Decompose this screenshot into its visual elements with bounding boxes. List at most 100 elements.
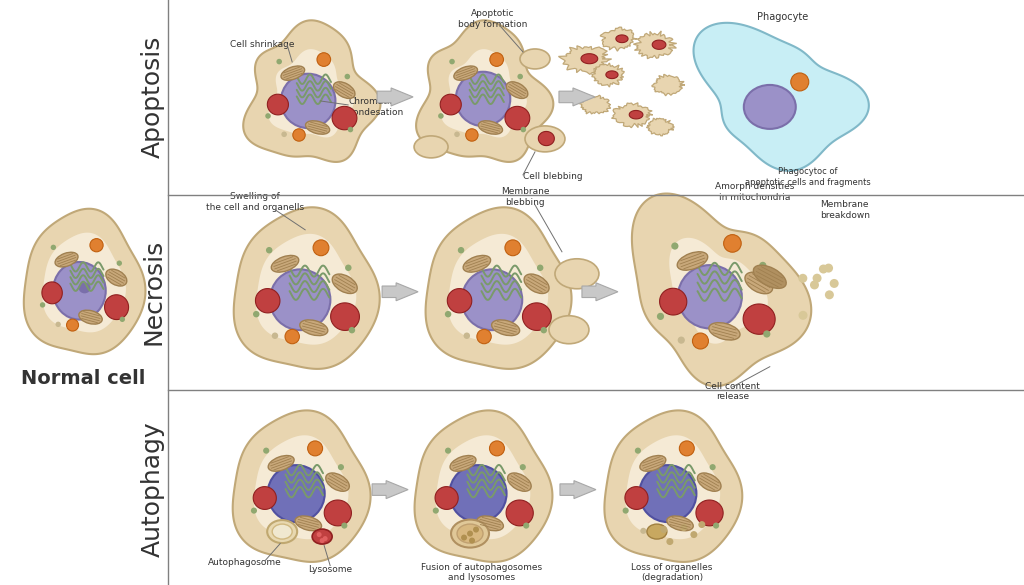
Circle shape xyxy=(464,332,470,339)
Circle shape xyxy=(282,132,287,137)
Ellipse shape xyxy=(456,72,510,126)
Circle shape xyxy=(520,127,526,132)
Ellipse shape xyxy=(640,456,666,472)
Circle shape xyxy=(55,322,60,327)
Circle shape xyxy=(251,508,257,514)
Ellipse shape xyxy=(450,456,476,472)
Polygon shape xyxy=(232,411,371,562)
Circle shape xyxy=(317,53,331,66)
Circle shape xyxy=(690,531,697,538)
Circle shape xyxy=(466,129,478,141)
Circle shape xyxy=(810,280,819,290)
Text: Phagocytoc of
apoptotic cells and fragments: Phagocytoc of apoptotic cells and fragme… xyxy=(744,167,870,187)
Ellipse shape xyxy=(300,320,328,336)
Ellipse shape xyxy=(79,283,90,293)
Circle shape xyxy=(656,313,665,320)
Circle shape xyxy=(271,332,279,339)
Circle shape xyxy=(489,53,504,66)
Polygon shape xyxy=(331,303,359,331)
Text: Swelling of
the cell and organells: Swelling of the cell and organells xyxy=(206,192,304,212)
Circle shape xyxy=(458,247,464,253)
Polygon shape xyxy=(244,20,381,162)
Polygon shape xyxy=(652,40,666,49)
Polygon shape xyxy=(506,500,534,526)
Circle shape xyxy=(349,327,355,333)
Polygon shape xyxy=(436,435,530,539)
Circle shape xyxy=(344,74,350,80)
Circle shape xyxy=(438,113,443,119)
Polygon shape xyxy=(440,94,461,115)
Ellipse shape xyxy=(754,265,786,288)
Ellipse shape xyxy=(492,320,519,336)
Circle shape xyxy=(253,311,259,318)
Polygon shape xyxy=(646,118,674,136)
Circle shape xyxy=(268,528,274,534)
Circle shape xyxy=(285,329,299,344)
Ellipse shape xyxy=(105,269,127,286)
Text: Apoptosis: Apoptosis xyxy=(141,36,165,158)
Ellipse shape xyxy=(457,524,483,543)
Polygon shape xyxy=(268,49,354,137)
Ellipse shape xyxy=(451,519,489,548)
Circle shape xyxy=(67,319,79,331)
Circle shape xyxy=(791,73,809,91)
Ellipse shape xyxy=(454,66,477,80)
Polygon shape xyxy=(104,295,129,319)
Circle shape xyxy=(450,59,455,64)
Circle shape xyxy=(282,525,295,538)
Ellipse shape xyxy=(295,516,322,531)
Polygon shape xyxy=(441,49,527,137)
Ellipse shape xyxy=(267,465,325,522)
Circle shape xyxy=(635,448,641,454)
Circle shape xyxy=(293,129,305,141)
Polygon shape xyxy=(582,283,617,301)
Polygon shape xyxy=(505,106,529,130)
Ellipse shape xyxy=(520,49,550,69)
Circle shape xyxy=(537,264,544,271)
Ellipse shape xyxy=(268,456,294,472)
Circle shape xyxy=(444,311,452,318)
Ellipse shape xyxy=(334,82,355,98)
Polygon shape xyxy=(372,481,409,498)
Circle shape xyxy=(307,441,323,456)
Ellipse shape xyxy=(312,529,332,544)
Polygon shape xyxy=(600,27,637,51)
Text: Fusion of autophagosomes
and lysosomes: Fusion of autophagosomes and lysosomes xyxy=(422,563,543,582)
Circle shape xyxy=(763,331,770,338)
Polygon shape xyxy=(626,435,720,539)
Polygon shape xyxy=(659,288,687,315)
Circle shape xyxy=(799,274,807,283)
Ellipse shape xyxy=(508,473,531,491)
Circle shape xyxy=(680,524,687,531)
Circle shape xyxy=(667,538,674,545)
Polygon shape xyxy=(332,106,357,130)
Circle shape xyxy=(120,316,125,322)
Circle shape xyxy=(469,538,475,543)
Polygon shape xyxy=(449,234,548,345)
Polygon shape xyxy=(604,411,742,562)
Circle shape xyxy=(319,538,325,543)
Circle shape xyxy=(799,311,808,320)
Ellipse shape xyxy=(462,269,522,330)
Circle shape xyxy=(713,522,719,529)
Circle shape xyxy=(692,333,709,349)
Ellipse shape xyxy=(549,316,589,344)
Circle shape xyxy=(660,526,668,533)
Polygon shape xyxy=(559,88,595,106)
Polygon shape xyxy=(447,288,472,313)
Circle shape xyxy=(347,127,353,132)
Circle shape xyxy=(829,279,839,288)
Polygon shape xyxy=(415,411,552,562)
Circle shape xyxy=(477,329,492,344)
Ellipse shape xyxy=(53,262,105,319)
Ellipse shape xyxy=(647,524,667,539)
Circle shape xyxy=(90,239,103,252)
Circle shape xyxy=(433,508,439,514)
Polygon shape xyxy=(558,46,611,74)
Circle shape xyxy=(698,521,706,528)
Circle shape xyxy=(467,531,473,536)
Polygon shape xyxy=(539,132,554,146)
Circle shape xyxy=(824,264,834,273)
Polygon shape xyxy=(24,209,145,354)
Ellipse shape xyxy=(709,323,740,340)
